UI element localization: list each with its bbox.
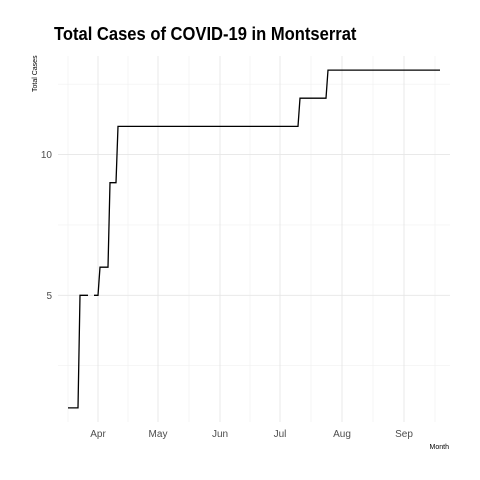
data-line xyxy=(68,69,440,409)
tick-labels: Apr May Jun Jul Aug Sep 5 10 xyxy=(41,150,413,440)
series-line-total-cases xyxy=(68,69,440,409)
x-axis-label: Month xyxy=(430,444,450,451)
y-tick-label-10: 10 xyxy=(41,150,53,161)
x-tick-label-apr: Apr xyxy=(90,429,106,440)
x-tick-label-jul: Jul xyxy=(274,429,287,440)
x-tick-label-jun: Jun xyxy=(212,429,228,440)
chart-title: Total Cases of COVID-19 in Montserrat xyxy=(54,24,357,44)
x-tick-label-aug: Aug xyxy=(333,429,351,440)
grid-lines xyxy=(58,56,450,422)
x-tick-label-sep: Sep xyxy=(395,429,413,440)
x-tick-label-may: May xyxy=(149,429,168,440)
y-axis-label: Total Cases xyxy=(32,55,39,92)
y-tick-label-5: 5 xyxy=(46,291,52,302)
